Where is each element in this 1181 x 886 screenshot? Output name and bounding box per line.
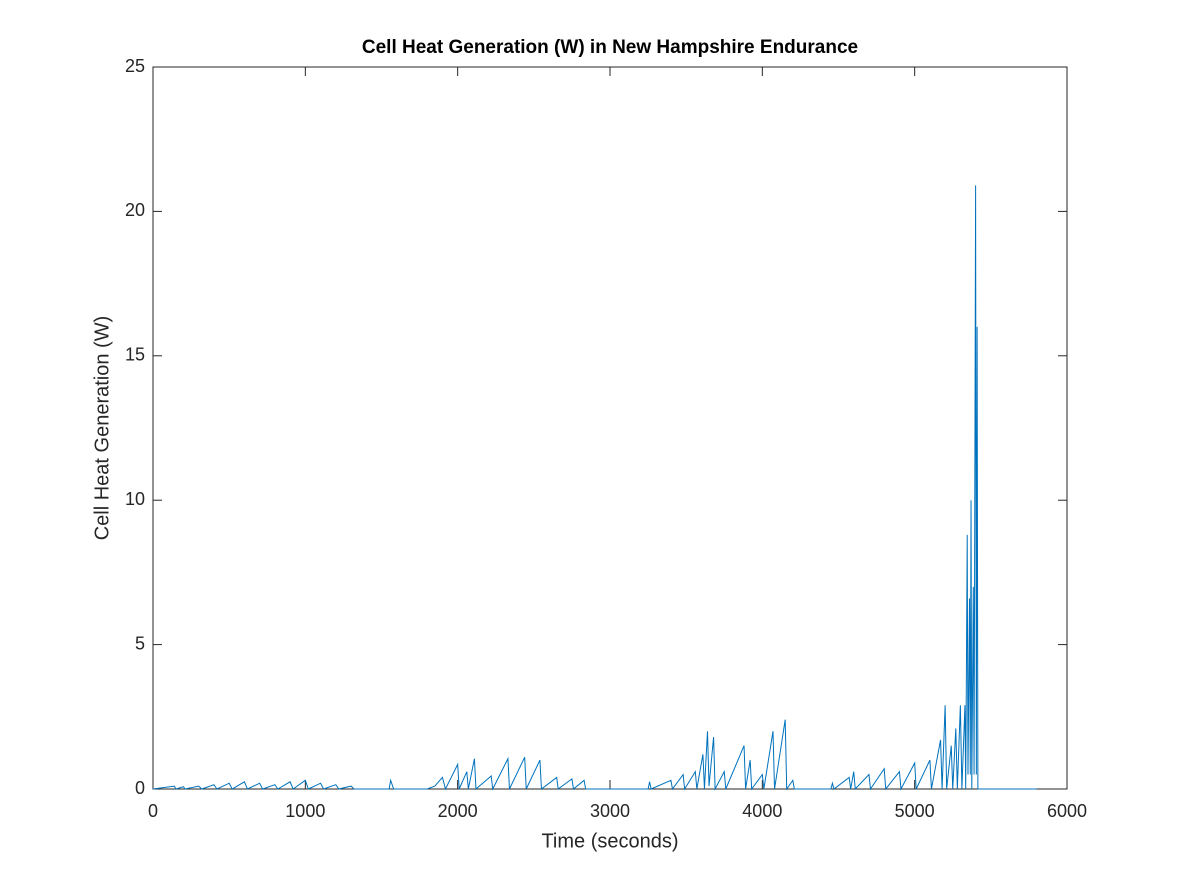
x-tick-label: 0 [148, 801, 158, 821]
y-axis-label: Cell Heat Generation (W) [91, 316, 113, 541]
plot-box [152, 66, 1068, 790]
x-tick-label: 1000 [285, 801, 325, 821]
x-tick-label: 4000 [742, 801, 782, 821]
y-tick-label: 0 [135, 778, 145, 798]
y-tick-label: 5 [135, 633, 145, 653]
x-tick-label: 3000 [590, 801, 630, 821]
data-line [152, 185, 1037, 791]
y-tick-label: 15 [125, 345, 145, 365]
y-tick-label: 20 [125, 200, 145, 220]
y-tick-label: 25 [125, 56, 145, 76]
y-tick-label: 10 [125, 489, 145, 509]
chart-title: Cell Heat Generation (W) in New Hampshir… [362, 37, 858, 58]
x-tick-label: 6000 [1047, 801, 1087, 821]
x-axis-label: Time (seconds) [541, 830, 678, 852]
x-tick-label: 2000 [438, 801, 478, 821]
x-tick-label: 5000 [895, 801, 935, 821]
